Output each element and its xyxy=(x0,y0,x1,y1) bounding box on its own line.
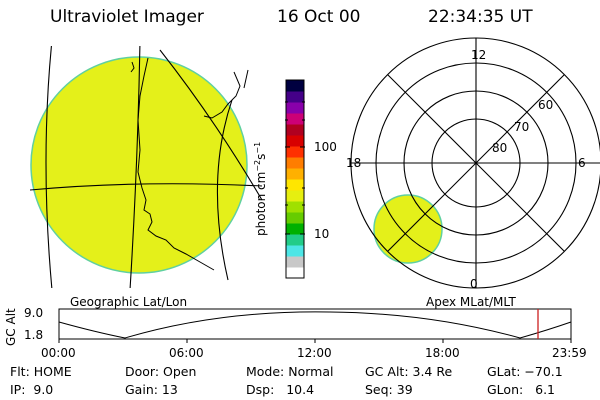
mlt-label-12: 12 xyxy=(471,48,487,62)
colorbar-segment xyxy=(286,223,304,235)
altitude-x-tick-0000: 00:00 xyxy=(41,346,76,360)
info-glon: GLon: 6.1 xyxy=(487,382,556,397)
colorbar-segment xyxy=(286,80,304,92)
info-door: Door: Open xyxy=(125,364,197,379)
info-glat: GLat: −70.1 xyxy=(487,364,563,379)
time-label: 22:34:35 UT xyxy=(428,7,533,27)
info-gain: Gain: 13 xyxy=(125,382,178,397)
colorbar-segment xyxy=(286,124,304,136)
colorbar-segment xyxy=(286,267,304,279)
info-dsp: Dsp: 10.4 xyxy=(246,382,315,397)
mlat-label-70: 70 xyxy=(514,120,530,134)
info-ip: IP: 9.0 xyxy=(10,382,54,397)
altitude-x-tick-2359: 23:59 xyxy=(552,346,587,360)
mlt-label-18: 18 xyxy=(346,156,362,170)
colorbar-segment xyxy=(286,91,304,103)
altitude-x-tick-1800: 18:00 xyxy=(425,346,460,360)
mlat-label-60: 60 xyxy=(538,98,554,112)
left-panel-caption: Geographic Lat/Lon xyxy=(70,295,188,309)
polar-panel xyxy=(350,37,600,289)
colorbar-segment xyxy=(286,179,304,191)
altitude-x-tick-0600: 06:00 xyxy=(169,346,204,360)
altitude-y-top: 9.0 xyxy=(24,306,44,320)
coast-fragment xyxy=(130,61,135,73)
colorbar-segment xyxy=(286,157,304,169)
colorbar-segment xyxy=(286,102,304,114)
app-title: Ultraviolet Imager xyxy=(50,7,204,27)
altitude-x-ticks xyxy=(58,339,572,343)
colorbar-segment xyxy=(286,234,304,246)
colorbar-ticks xyxy=(285,101,305,235)
altitude-axis-title: GC Alt xyxy=(4,308,18,346)
colorbar-segment xyxy=(286,256,304,268)
altitude-plot xyxy=(58,308,572,343)
units-base: photon cm xyxy=(254,171,268,236)
colorbar-tick-10: 10 xyxy=(314,227,330,241)
colorbar-frame xyxy=(285,79,305,279)
geographic-panel xyxy=(30,46,263,288)
uv-image-patch xyxy=(373,194,443,264)
units-mid: s xyxy=(254,153,268,160)
colorbar-segment xyxy=(286,168,304,180)
altitude-curve xyxy=(58,311,572,339)
colorbar-segment xyxy=(286,212,304,224)
altitude-x-tick-1200: 12:00 xyxy=(297,346,332,360)
colorbar-units-label: photon cm−2s−1 xyxy=(253,142,268,236)
coastline-ne xyxy=(203,71,241,119)
info-flight: Flt: HOME xyxy=(10,364,72,379)
lat-lon-grid xyxy=(30,46,263,288)
info-seq: Seq: 39 xyxy=(365,382,413,397)
colorbar-segment xyxy=(286,113,304,125)
right-panel-caption: Apex MLat/MLT xyxy=(426,295,516,309)
units-exp1: −2 xyxy=(253,159,262,172)
info-mode: Mode: Normal xyxy=(246,364,334,379)
colorbar-segment xyxy=(286,201,304,213)
info-gc-alt: GC Alt: 3.4 Re xyxy=(365,364,453,379)
mlt-spokes xyxy=(351,38,600,288)
mlt-label-0: 0 xyxy=(470,277,478,291)
colorbar-tick-100: 100 xyxy=(314,140,337,154)
coastline-e xyxy=(243,69,249,89)
colorbar-segment xyxy=(286,146,304,158)
mlt-label-6: 6 xyxy=(578,156,586,170)
colorbar-segment xyxy=(286,190,304,202)
units-exp2: −1 xyxy=(253,141,262,154)
colorbar-segment xyxy=(286,245,304,257)
colorbar-segment xyxy=(286,135,304,147)
mlat-label-80: 80 xyxy=(492,141,508,155)
coastline xyxy=(137,57,215,271)
colorbar xyxy=(285,79,305,279)
date-label: 16 Oct 00 xyxy=(277,7,361,27)
altitude-y-bottom: 1.8 xyxy=(24,328,44,342)
